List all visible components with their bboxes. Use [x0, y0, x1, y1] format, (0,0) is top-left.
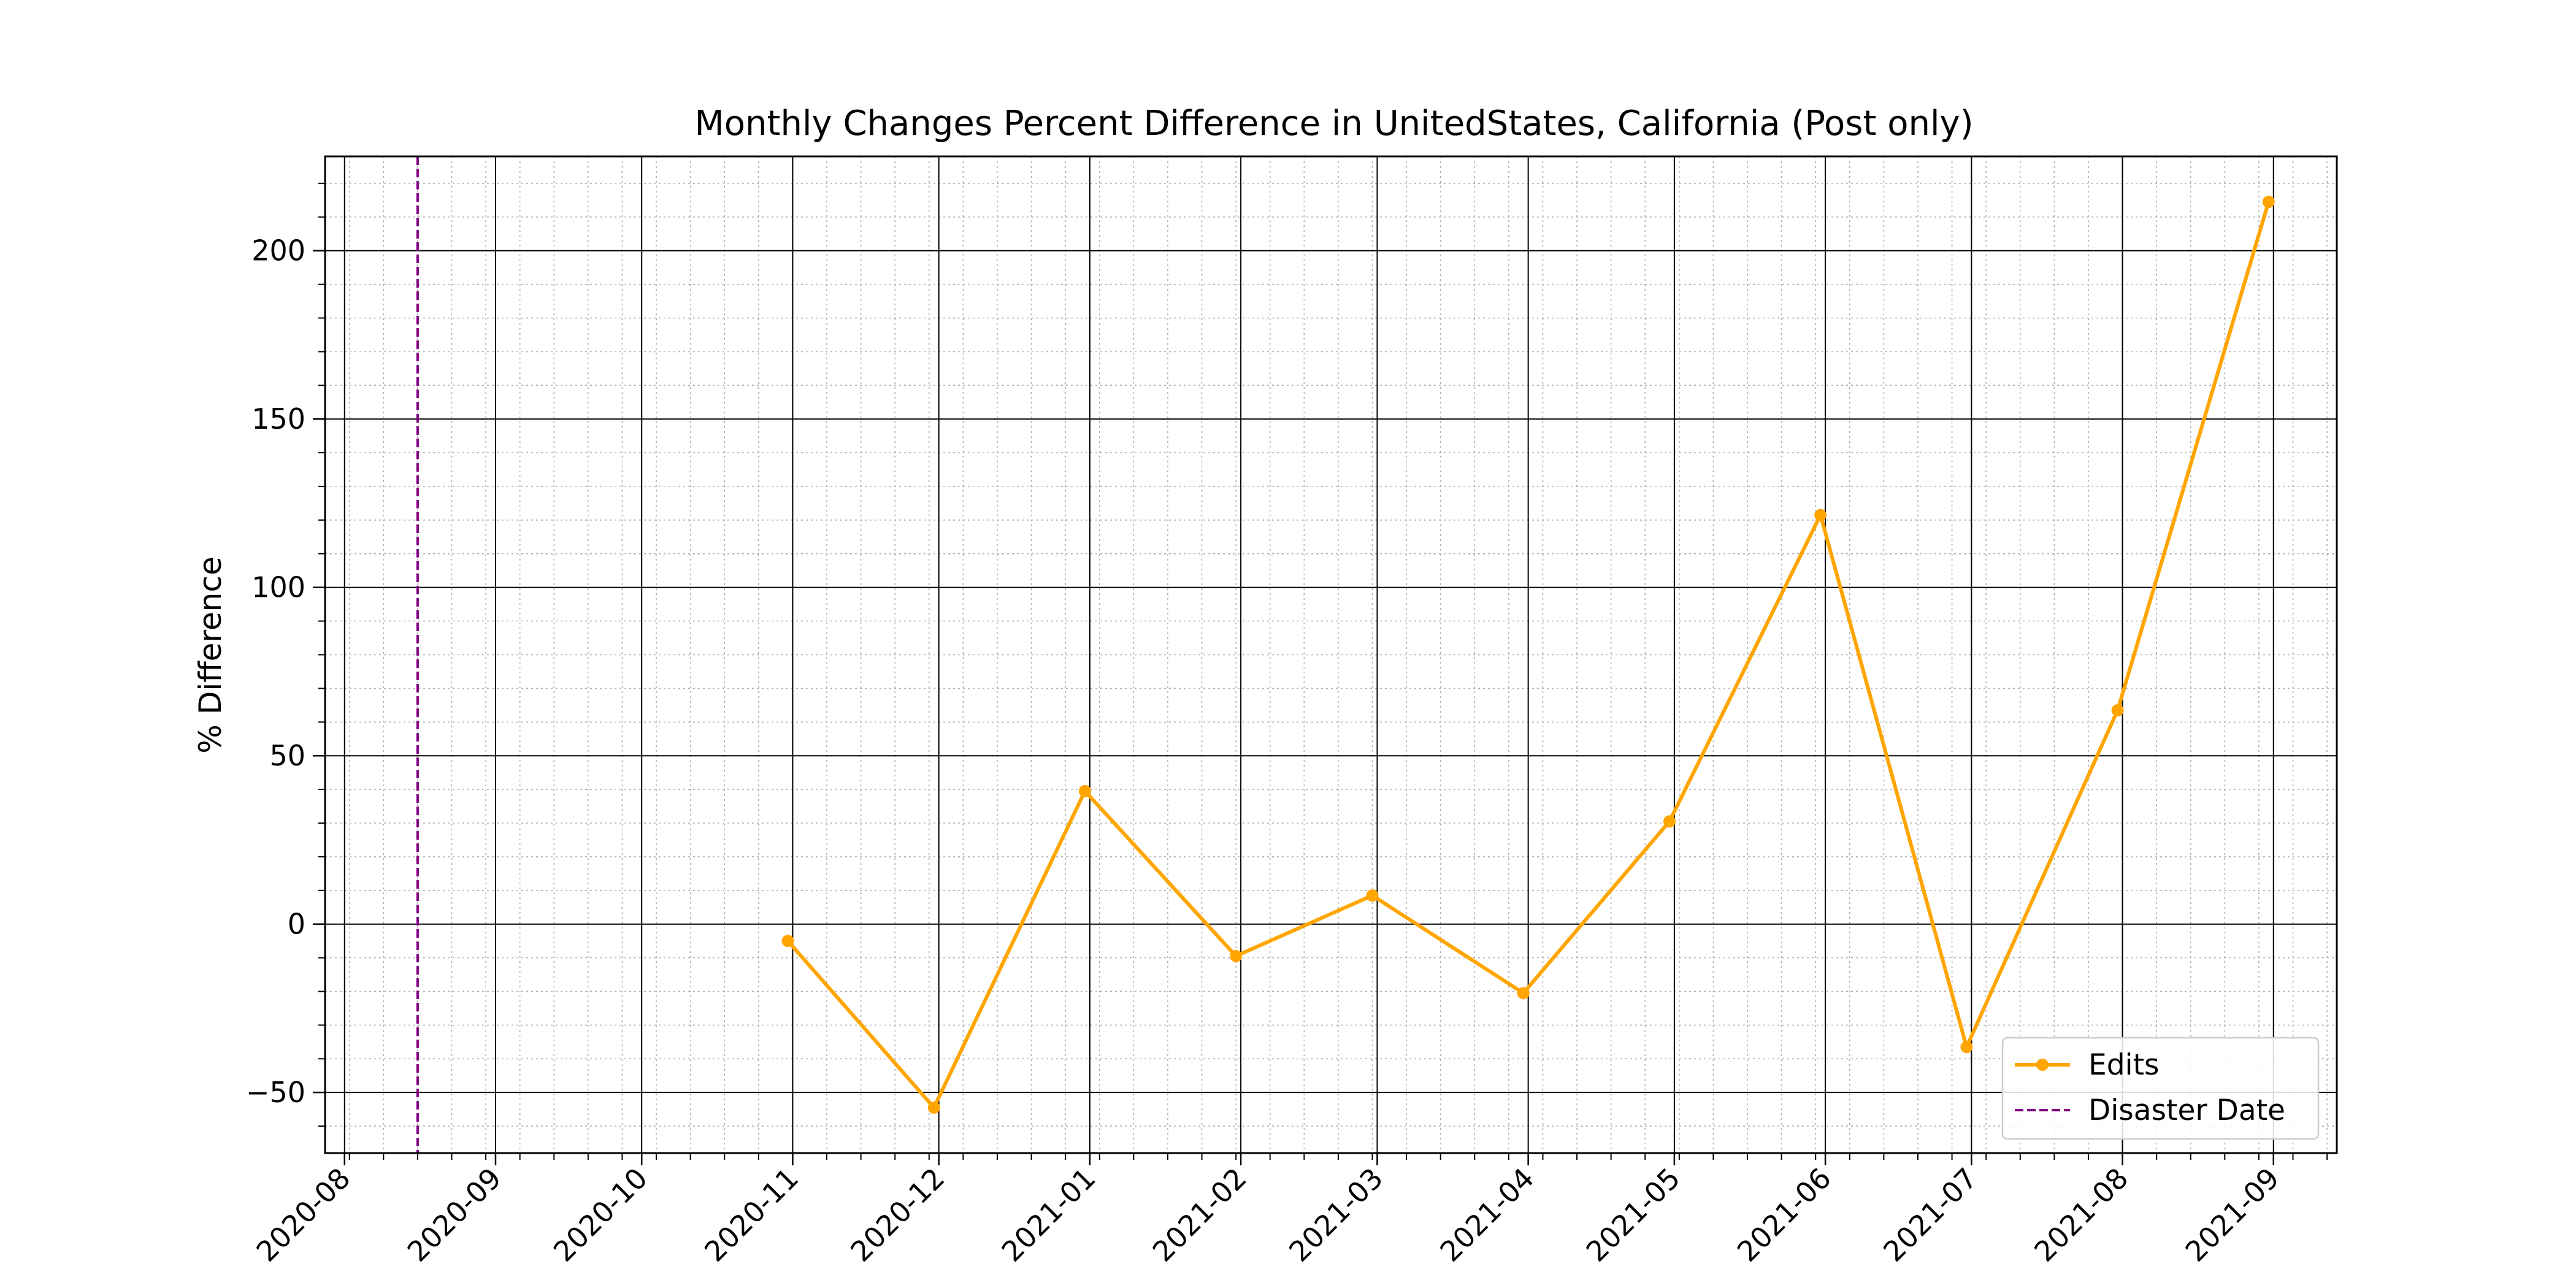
major-grid	[325, 156, 2337, 1153]
legend: Edits Disaster Date	[2001, 1037, 2320, 1140]
y-tick-label: 100	[251, 571, 305, 604]
y-tick-label: 0	[288, 908, 305, 941]
y-tick-label: −50	[246, 1076, 305, 1109]
legend-entry-edits: Edits	[2015, 1048, 2160, 1082]
axis-ticks	[313, 182, 2328, 1165]
edits-data-point	[927, 1101, 940, 1114]
edits-data-point	[1366, 889, 1379, 902]
edits-data-point	[1230, 949, 1243, 962]
edits-data-point	[2111, 704, 2124, 717]
y-axis-label: % Difference	[193, 556, 228, 753]
y-tick-label: 50	[269, 739, 305, 772]
edits-data-point	[781, 935, 794, 948]
y-tick-label: 200	[251, 234, 305, 267]
legend-label: Edits	[2088, 1048, 2160, 1082]
chart-title: Monthly Changes Percent Difference in Un…	[694, 104, 1973, 144]
legend-entry-disaster-date: Disaster Date	[2015, 1094, 2285, 1127]
y-tick-label: 150	[251, 402, 305, 435]
legend-swatch-marker	[2036, 1059, 2049, 1071]
edits-data-point	[1078, 784, 1091, 797]
legend-label: Disaster Date	[2088, 1094, 2285, 1127]
edits-data-point	[1814, 508, 1827, 521]
edits-data-point	[1960, 1041, 1973, 1054]
edits-data-point	[1663, 815, 1676, 828]
series-layer	[781, 196, 2275, 1114]
edits-data-point	[2262, 196, 2275, 209]
legend-box	[2001, 1037, 2320, 1140]
edits-data-point	[1517, 987, 1530, 1000]
